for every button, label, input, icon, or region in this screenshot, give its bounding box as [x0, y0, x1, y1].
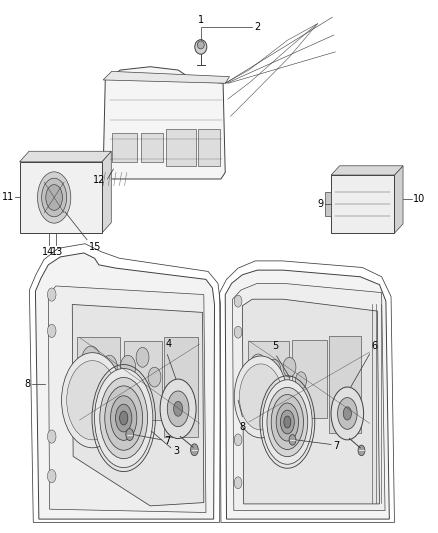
- Text: 4: 4: [166, 340, 172, 349]
- Ellipse shape: [331, 387, 364, 440]
- Circle shape: [234, 356, 287, 438]
- Circle shape: [358, 445, 365, 456]
- Text: 3: 3: [173, 446, 179, 456]
- Polygon shape: [103, 71, 230, 83]
- Bar: [292, 340, 327, 418]
- Ellipse shape: [280, 410, 294, 434]
- Ellipse shape: [343, 407, 351, 420]
- Bar: [325, 192, 332, 216]
- Circle shape: [296, 372, 307, 389]
- Text: 13: 13: [50, 247, 63, 257]
- Circle shape: [234, 434, 242, 446]
- Bar: [329, 335, 361, 433]
- Bar: [112, 133, 138, 163]
- Circle shape: [250, 354, 267, 381]
- Bar: [164, 337, 198, 437]
- Ellipse shape: [195, 39, 207, 54]
- Polygon shape: [395, 166, 403, 233]
- Circle shape: [102, 356, 117, 379]
- Circle shape: [120, 356, 136, 379]
- Text: 2: 2: [254, 22, 261, 32]
- Circle shape: [47, 324, 56, 337]
- Ellipse shape: [267, 387, 308, 457]
- Bar: [198, 130, 220, 166]
- Ellipse shape: [262, 379, 312, 464]
- Text: 5: 5: [272, 341, 279, 351]
- Circle shape: [47, 470, 56, 483]
- Text: 12: 12: [93, 175, 105, 185]
- Polygon shape: [20, 151, 111, 162]
- Polygon shape: [242, 299, 379, 504]
- Circle shape: [136, 348, 149, 367]
- Circle shape: [82, 346, 101, 375]
- Polygon shape: [102, 151, 111, 233]
- Circle shape: [234, 326, 242, 338]
- Bar: [166, 130, 196, 166]
- Ellipse shape: [116, 404, 132, 432]
- Bar: [78, 337, 120, 423]
- Circle shape: [148, 367, 161, 387]
- Ellipse shape: [167, 391, 189, 426]
- Ellipse shape: [338, 398, 357, 429]
- Bar: [20, 162, 102, 233]
- Circle shape: [47, 430, 56, 443]
- Text: 15: 15: [89, 242, 102, 252]
- Polygon shape: [48, 286, 206, 513]
- Circle shape: [191, 444, 198, 456]
- Bar: [124, 341, 162, 420]
- Text: 9: 9: [317, 199, 323, 209]
- Polygon shape: [103, 67, 225, 179]
- Circle shape: [240, 364, 282, 430]
- Circle shape: [126, 429, 134, 440]
- Polygon shape: [225, 270, 389, 519]
- Circle shape: [67, 361, 118, 440]
- Bar: [331, 175, 395, 233]
- Text: 7: 7: [164, 436, 170, 446]
- Circle shape: [283, 357, 296, 377]
- Ellipse shape: [95, 368, 153, 467]
- Polygon shape: [35, 253, 215, 519]
- Circle shape: [266, 359, 281, 382]
- Circle shape: [38, 172, 71, 223]
- Text: 11: 11: [2, 192, 14, 203]
- Ellipse shape: [284, 416, 291, 428]
- Ellipse shape: [120, 411, 128, 425]
- Circle shape: [289, 434, 296, 445]
- Circle shape: [46, 184, 63, 211]
- Text: 8: 8: [24, 379, 30, 389]
- Ellipse shape: [276, 403, 299, 441]
- Circle shape: [47, 288, 56, 301]
- Text: 6: 6: [371, 341, 377, 351]
- Text: 7: 7: [333, 441, 339, 451]
- Ellipse shape: [160, 379, 196, 439]
- Bar: [141, 133, 163, 163]
- Polygon shape: [72, 304, 204, 506]
- Polygon shape: [331, 166, 403, 175]
- Ellipse shape: [271, 394, 304, 449]
- Circle shape: [62, 353, 123, 448]
- Text: 1: 1: [198, 15, 204, 25]
- Circle shape: [42, 178, 67, 217]
- Ellipse shape: [100, 377, 148, 459]
- Ellipse shape: [105, 386, 143, 450]
- Text: 8: 8: [239, 422, 245, 432]
- Ellipse shape: [110, 396, 137, 440]
- Ellipse shape: [173, 401, 183, 416]
- Ellipse shape: [198, 41, 204, 49]
- Polygon shape: [233, 284, 385, 511]
- Text: 14: 14: [42, 247, 54, 257]
- Bar: [248, 341, 289, 423]
- Circle shape: [234, 477, 242, 489]
- Text: 10: 10: [413, 195, 425, 205]
- Circle shape: [234, 295, 242, 307]
